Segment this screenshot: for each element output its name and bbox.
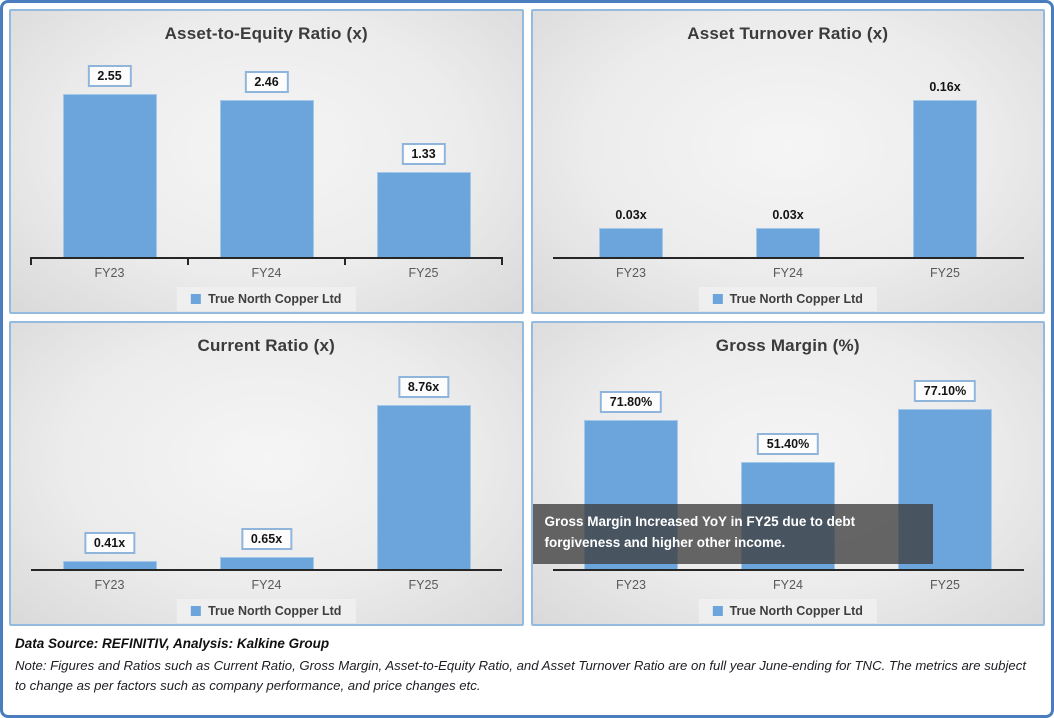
axis-tick [30, 257, 32, 265]
footer: Data Source: REFINITIV, Analysis: Kalkin… [3, 626, 1051, 715]
bar-FY24 [219, 557, 314, 569]
bar-FY25 [376, 405, 471, 569]
legend-marker-icon [191, 294, 202, 304]
data-label: 0.41x [83, 532, 136, 554]
data-label: 77.10% [913, 380, 977, 402]
category-label: FY25 [408, 266, 439, 280]
legend-marker-icon [712, 294, 723, 304]
legend-label: True North Copper Ltd [208, 292, 342, 306]
x-axis [552, 569, 1024, 571]
category-label: FY24 [773, 578, 803, 592]
chart-title: Asset Turnover Ratio (x) [687, 24, 889, 43]
legend-label: True North Copper Ltd [729, 604, 863, 618]
axis-tick [501, 257, 503, 265]
x-axis [31, 257, 502, 259]
category-label: FY25 [930, 578, 960, 592]
category-label: FY23 [616, 266, 646, 280]
bar-FY23 [62, 94, 157, 257]
legend-marker-icon [191, 606, 202, 616]
data-label: 0.03x [772, 208, 804, 222]
data-label: 71.80% [599, 391, 663, 413]
x-axis [552, 257, 1024, 259]
data-label: 2.55 [87, 65, 132, 87]
data-label: 2.46 [244, 71, 289, 93]
bar-FY25 [376, 172, 471, 257]
data-label: 0.16x [929, 80, 961, 94]
legend: True North Copper Ltd [177, 599, 356, 623]
legend-label: True North Copper Ltd [729, 292, 863, 306]
panel-asset-to-equity-ratio: Asset-to-Equity Ratio (x) FY23 2.55 FY24 2.… [9, 9, 524, 314]
bar-FY23 [599, 228, 663, 257]
panel-gross-margin: Gross Margin (%) FY23 71.80% FY24 51.40% FY2… [530, 321, 1045, 626]
bar-FY24 [219, 100, 314, 257]
category-label: FY25 [408, 578, 439, 592]
data-source-line: Data Source: REFINITIV, Analysis: Kalkin… [15, 636, 330, 651]
legend: True North Copper Ltd [698, 287, 877, 311]
data-label: 51.40% [756, 433, 820, 455]
panel-asset-turnover-ratio: Asset Turnover Ratio (x) FY23 0.03x FY24 0.… [530, 9, 1045, 314]
axis-tick [187, 257, 189, 265]
bar-FY24 [756, 228, 820, 257]
data-label: 1.33 [401, 143, 446, 165]
category-label: FY23 [616, 578, 646, 592]
panel-current-ratio: Current Ratio (x) FY23 0.41x FY24 0.65x FY25… [9, 321, 524, 626]
x-axis [31, 569, 502, 571]
chart-title: Current Ratio (x) [197, 336, 336, 355]
legend-label: True North Copper Ltd [208, 604, 342, 618]
category-label: FY23 [94, 578, 125, 592]
category-label: FY25 [930, 266, 960, 280]
chart-title: Gross Margin (%) [715, 336, 860, 355]
footnote: Note: Figures and Ratios such as Current… [15, 658, 1026, 694]
data-label: 0.03x [615, 208, 647, 222]
annotation-callout: Gross Margin Increased YoY in FY25 due t… [532, 504, 933, 564]
data-label: 8.76x [397, 376, 450, 398]
data-label: 0.65x [240, 528, 293, 550]
category-label: FY24 [251, 578, 282, 592]
category-label: FY23 [94, 266, 125, 280]
legend: True North Copper Ltd [698, 599, 877, 623]
legend: True North Copper Ltd [177, 287, 356, 311]
category-label: FY24 [251, 266, 282, 280]
axis-tick [344, 257, 346, 265]
chart-title: Asset-to-Equity Ratio (x) [164, 24, 368, 43]
bar-FY25 [913, 100, 977, 257]
category-label: FY24 [773, 266, 803, 280]
legend-marker-icon [712, 606, 723, 616]
bar-FY23 [62, 561, 157, 569]
charts-grid: Asset-to-Equity Ratio (x) FY23 2.55 FY24 2.… [3, 3, 1051, 626]
